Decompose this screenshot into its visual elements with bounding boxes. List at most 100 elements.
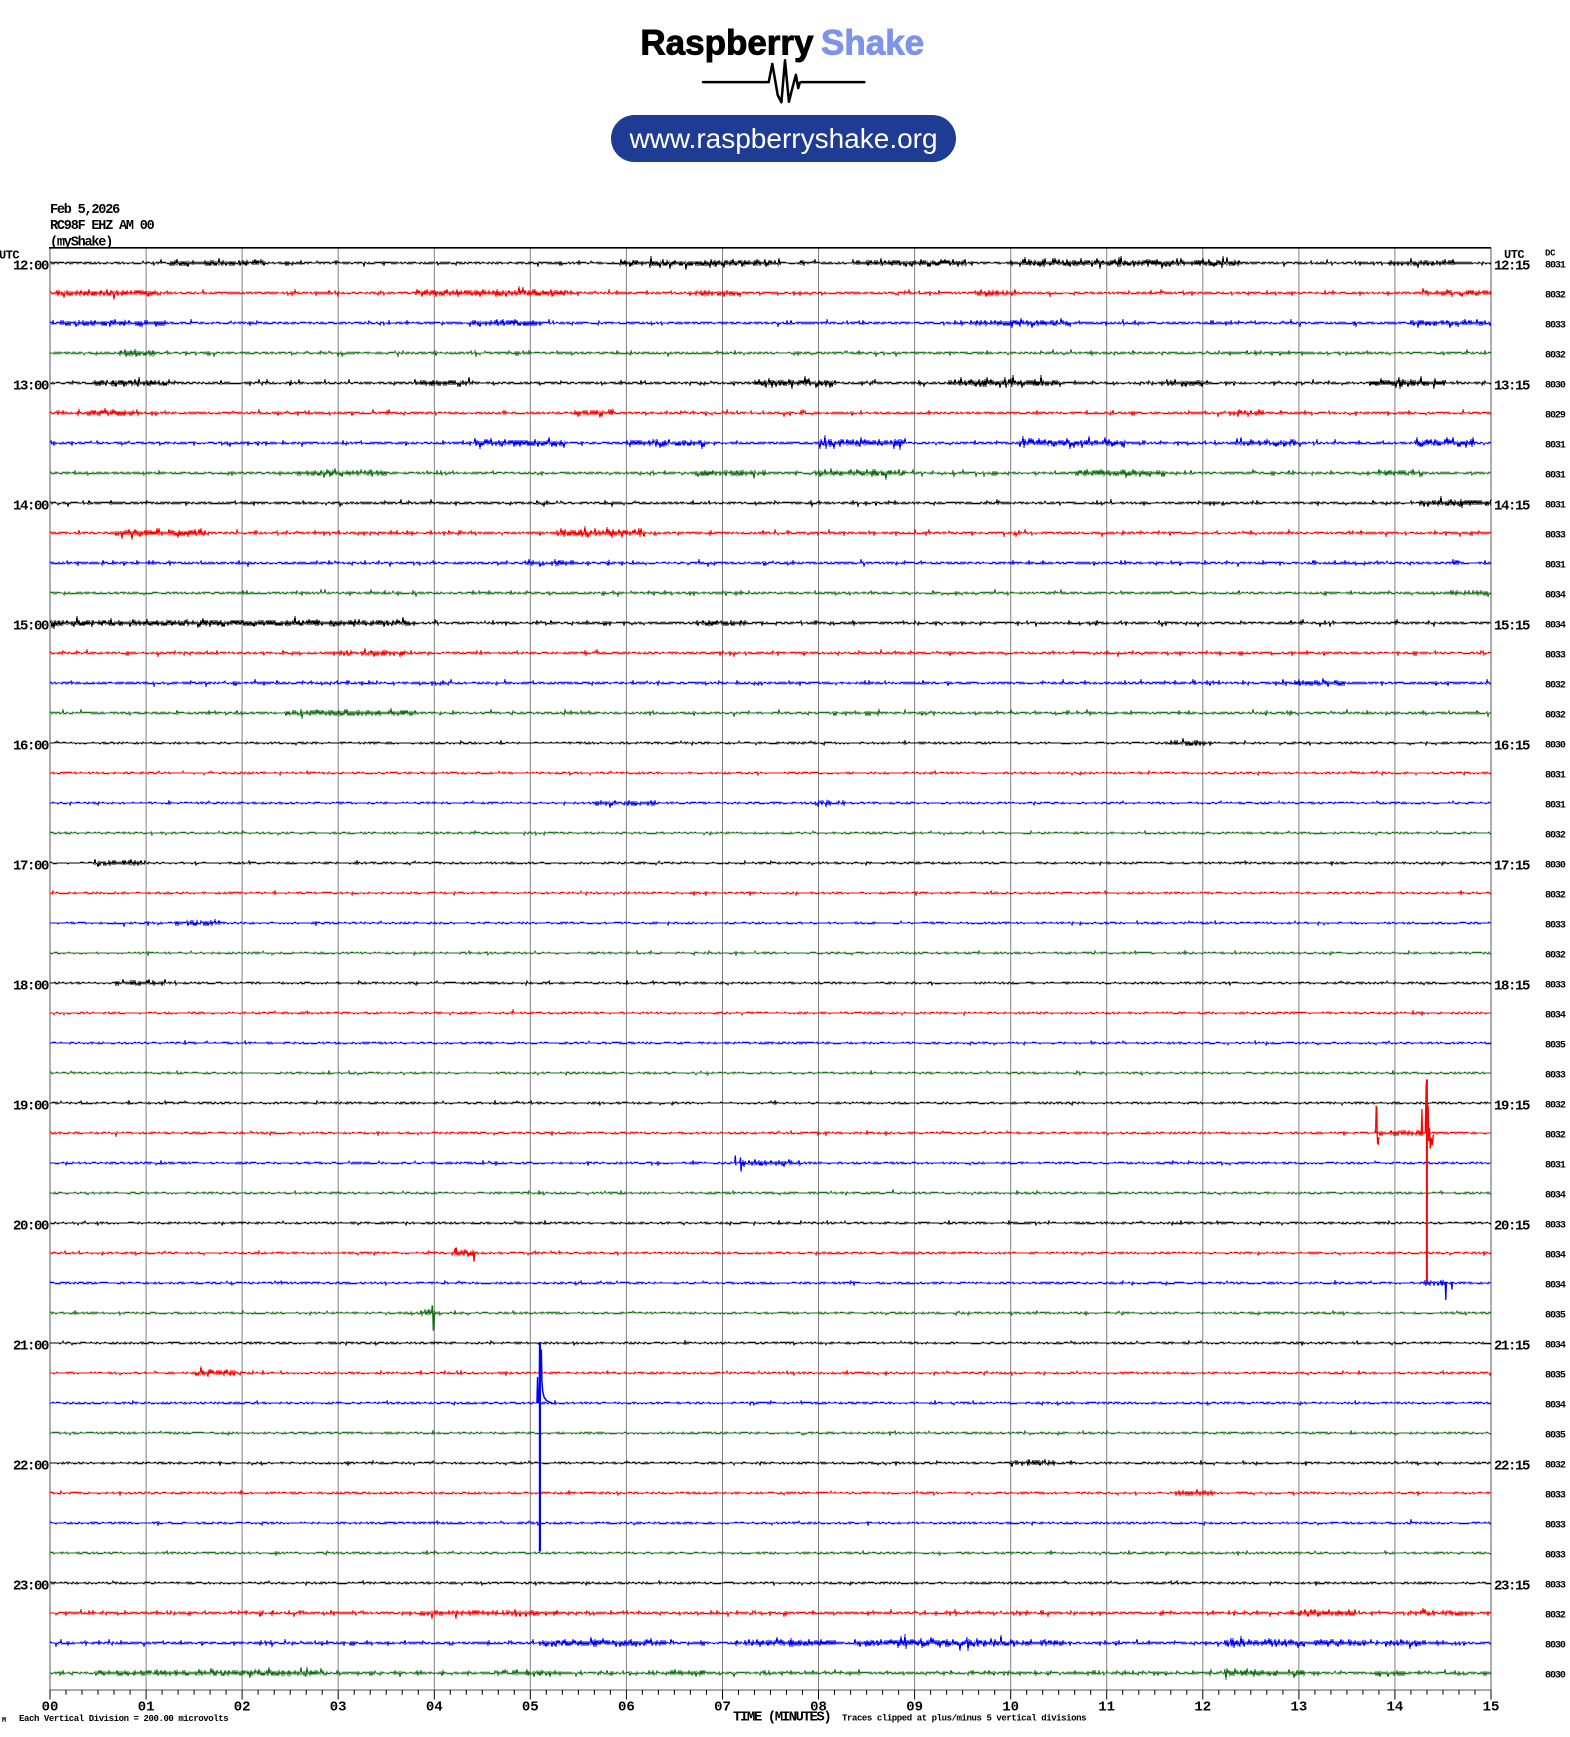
svg-text:19:00: 19:00: [13, 1098, 49, 1114]
svg-text:19:15: 19:15: [1494, 1098, 1530, 1114]
svg-text:16:15: 16:15: [1494, 738, 1530, 754]
svg-text:23:00: 23:00: [13, 1578, 49, 1594]
svg-text:22:15: 22:15: [1494, 1458, 1530, 1474]
svg-text:15: 15: [1483, 1700, 1500, 1716]
svg-text:20:15: 20:15: [1494, 1218, 1530, 1234]
svg-text:8032: 8032: [1545, 351, 1566, 362]
svg-text:8034: 8034: [1545, 591, 1566, 602]
svg-text:8032: 8032: [1545, 681, 1566, 692]
svg-text:8030: 8030: [1545, 741, 1566, 752]
svg-text:11: 11: [1098, 1700, 1115, 1716]
svg-text:18:00: 18:00: [13, 978, 49, 994]
svg-text:8035: 8035: [1545, 1431, 1566, 1442]
svg-text:TIME (MINUTES): TIME (MINUTES): [733, 1710, 830, 1726]
svg-text:8030: 8030: [1545, 381, 1566, 392]
svg-text:8033: 8033: [1545, 921, 1566, 932]
svg-text:8032: 8032: [1545, 831, 1566, 842]
svg-text:17:00: 17:00: [13, 858, 49, 874]
svg-text:05: 05: [522, 1700, 539, 1716]
svg-text:8035: 8035: [1545, 1371, 1566, 1382]
svg-text:8032: 8032: [1545, 1131, 1566, 1142]
svg-text:8030: 8030: [1545, 1671, 1566, 1682]
svg-text:8031: 8031: [1545, 1161, 1566, 1172]
svg-text:17:15: 17:15: [1494, 858, 1530, 874]
svg-text:23:15: 23:15: [1494, 1578, 1530, 1594]
svg-text:8033: 8033: [1545, 1221, 1566, 1232]
svg-text:Each Vertical Division = 200.: Each Vertical Division = 200.00 microvol…: [19, 1714, 228, 1724]
svg-text:14:15: 14:15: [1494, 498, 1530, 514]
svg-text:8034: 8034: [1545, 1401, 1566, 1412]
svg-text:Traces clipped at plus/minus 5: Traces clipped at plus/minus 5 vertical …: [842, 1714, 1086, 1724]
svg-text:09: 09: [906, 1700, 923, 1716]
svg-text:07: 07: [714, 1700, 731, 1716]
svg-text:Feb 5,2026: Feb 5,2026: [50, 203, 120, 218]
svg-text:8033: 8033: [1545, 981, 1566, 992]
svg-text:8031: 8031: [1545, 471, 1566, 482]
svg-text:8030: 8030: [1545, 861, 1566, 872]
svg-text:03: 03: [330, 1700, 347, 1716]
svg-text:UTC: UTC: [0, 249, 19, 263]
svg-text:(myShake): (myShake): [50, 236, 112, 251]
svg-text:8029: 8029: [1545, 411, 1566, 422]
svg-text:DC: DC: [1545, 248, 1556, 258]
svg-text:8034: 8034: [1545, 621, 1566, 632]
svg-text:08: 08: [810, 1700, 827, 1716]
svg-text:8033: 8033: [1545, 1491, 1566, 1502]
svg-text:RC98F EHZ AM 00: RC98F EHZ AM 00: [50, 219, 155, 234]
svg-text:21:15: 21:15: [1494, 1338, 1530, 1354]
svg-text:8031: 8031: [1545, 771, 1566, 782]
svg-text:8034: 8034: [1545, 1251, 1566, 1262]
svg-text:21:00: 21:00: [13, 1338, 49, 1354]
svg-text:8034: 8034: [1545, 1281, 1566, 1292]
svg-text:14:00: 14:00: [13, 498, 49, 514]
svg-text:8032: 8032: [1545, 951, 1566, 962]
svg-text:8032: 8032: [1545, 1611, 1566, 1622]
svg-text:8032: 8032: [1545, 711, 1566, 722]
svg-text:8033: 8033: [1545, 651, 1566, 662]
svg-text:Shake: Shake: [821, 24, 924, 63]
svg-text:8030: 8030: [1545, 1641, 1566, 1652]
svg-text:22:00: 22:00: [13, 1458, 49, 1474]
svg-text:8034: 8034: [1545, 1191, 1566, 1202]
svg-text:8031: 8031: [1545, 501, 1566, 512]
svg-text:8032: 8032: [1545, 1101, 1566, 1112]
svg-text:8033: 8033: [1545, 1521, 1566, 1532]
svg-text:8033: 8033: [1545, 1551, 1566, 1562]
svg-text:12:00: 12:00: [13, 258, 49, 274]
svg-text:UTC: UTC: [1504, 248, 1524, 262]
svg-text:15:15: 15:15: [1494, 618, 1530, 634]
svg-text:8032: 8032: [1545, 291, 1566, 302]
svg-text:15:00: 15:00: [13, 618, 49, 634]
svg-text:00: 00: [42, 1700, 59, 1716]
svg-text:18:15: 18:15: [1494, 978, 1530, 994]
svg-text:8035: 8035: [1545, 1311, 1566, 1322]
svg-text:14: 14: [1386, 1700, 1403, 1716]
svg-text:8032: 8032: [1545, 891, 1566, 902]
svg-text:16:00: 16:00: [13, 738, 49, 754]
svg-text:8033: 8033: [1545, 531, 1566, 542]
svg-text:13: 13: [1290, 1700, 1307, 1716]
svg-text:13:00: 13:00: [13, 378, 49, 394]
svg-text:8033: 8033: [1545, 1581, 1566, 1592]
svg-text:8034: 8034: [1545, 1011, 1566, 1022]
svg-text:8032: 8032: [1545, 1461, 1566, 1472]
svg-text:8031: 8031: [1545, 261, 1566, 272]
svg-text:Raspberry: Raspberry: [640, 24, 814, 63]
svg-text:M: M: [2, 1717, 6, 1725]
svg-text:12:15: 12:15: [1494, 258, 1530, 274]
svg-text:8031: 8031: [1545, 561, 1566, 572]
svg-text:8034: 8034: [1545, 1341, 1566, 1352]
svg-text:www.raspberryshake.org: www.raspberryshake.org: [628, 123, 937, 154]
svg-text:10: 10: [1002, 1700, 1019, 1716]
svg-text:8033: 8033: [1545, 321, 1566, 332]
svg-text:8033: 8033: [1545, 1071, 1566, 1082]
svg-text:01: 01: [138, 1700, 155, 1716]
svg-text:8035: 8035: [1545, 1041, 1566, 1052]
svg-text:13:15: 13:15: [1494, 378, 1530, 394]
svg-text:02: 02: [234, 1700, 251, 1716]
svg-text:8031: 8031: [1545, 441, 1566, 452]
svg-text:20:00: 20:00: [13, 1218, 49, 1234]
svg-text:8031: 8031: [1545, 801, 1566, 812]
svg-text:04: 04: [426, 1700, 443, 1716]
svg-text:12: 12: [1194, 1700, 1211, 1716]
